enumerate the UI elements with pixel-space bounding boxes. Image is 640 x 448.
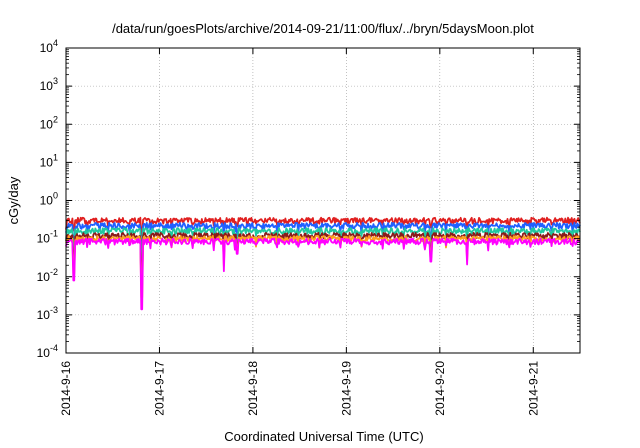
y-tick-base: 10 [40,117,54,131]
chart-title: /data/run/goesPlots/archive/2014-09-21/1… [112,21,534,36]
series-line-4 [65,231,581,286]
x-tick-label: 2014-9-18 [246,361,260,416]
y-tick-base: 10 [40,41,54,55]
y-tick-label: 10-3 [37,305,58,322]
x-tick-label: 2014-9-19 [339,361,353,416]
x-tick-label: 2014-9-21 [526,361,540,416]
y-tick-exponent: 3 [53,76,58,86]
series-lines [65,216,581,311]
y-tick-base: 10 [37,346,51,360]
x-tick-labels: 2014-9-16 2014-9-17 2014-9-18 2014-9-19 2014… [59,361,540,416]
y-tick-label: 10-4 [37,343,58,360]
x-tick-label: 2014-9-20 [433,361,447,416]
y-axis-title: cGy/day [6,176,21,224]
y-tick-base: 10 [40,155,54,169]
y-tick-exponent: -3 [50,305,58,315]
y-tick-base: 10 [37,308,51,322]
y-tick-base: 10 [40,194,54,208]
y-tick-base: 10 [37,270,51,284]
y-tick-exponent: -2 [50,267,58,277]
y-tick-exponent: 2 [53,114,58,124]
y-tick-exponent: -1 [50,229,58,239]
y-tick-exponent: 0 [53,191,58,201]
x-tick-label: 2014-9-17 [152,361,166,416]
y-tick-label: 10-2 [37,267,58,284]
y-tick-label: 101 [40,152,58,169]
series-line-1 [65,216,581,237]
series-line-2 [65,221,581,255]
y-tick-base: 10 [40,79,54,93]
y-tick-exponent: 4 [53,38,58,48]
y-tick-label: 104 [40,38,58,55]
x-axis-title: Coordinated Universal Time (UTC) [224,429,423,444]
series-line-6 [65,237,581,311]
y-tick-base: 10 [37,232,51,246]
axis-ticks [65,47,580,354]
y-tick-exponent: 1 [53,152,58,162]
y-tick-label: 102 [40,114,58,131]
y-tick-label: 10-1 [37,229,58,246]
y-tick-label: 103 [40,76,58,93]
y-tick-exponent: -4 [50,343,58,353]
y-tick-label: 100 [40,191,58,208]
x-tick-label: 2014-9-16 [59,361,73,416]
